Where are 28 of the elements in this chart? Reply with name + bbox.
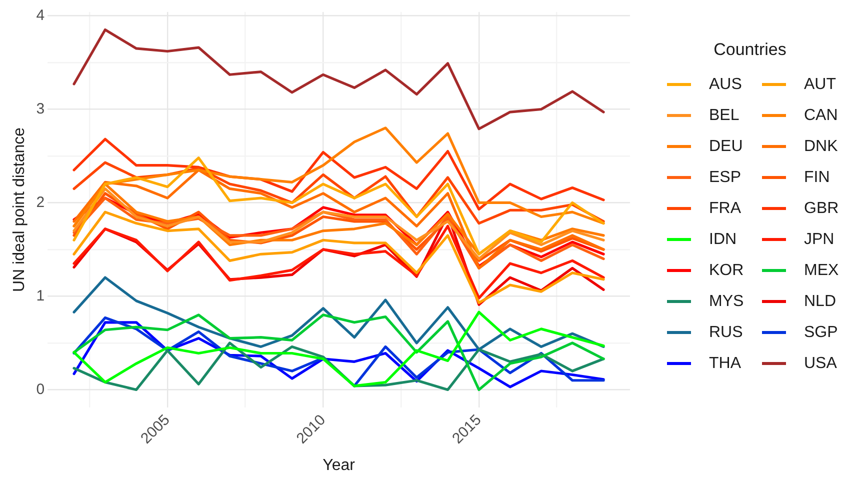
y-tick-label: 0 bbox=[36, 380, 45, 398]
legend-label: USA bbox=[804, 354, 837, 372]
y-tick-label: 1 bbox=[36, 287, 45, 304]
legend-label: SGP bbox=[804, 324, 838, 342]
legend-label: FRA bbox=[709, 200, 741, 218]
legend-label: ESP bbox=[709, 168, 742, 186]
legend-label: AUT bbox=[804, 76, 836, 94]
legend-label: NLD bbox=[804, 292, 836, 310]
legend-label: THA bbox=[709, 354, 741, 372]
legend-label: BEL bbox=[709, 106, 740, 124]
legend-label: FIN bbox=[804, 168, 830, 186]
x-axis-title: Year bbox=[322, 456, 356, 474]
legend-label: RUS bbox=[709, 324, 743, 342]
legend-label: MEX bbox=[804, 262, 839, 280]
y-tick-label: 3 bbox=[36, 100, 45, 118]
legend-title: Countries bbox=[712, 40, 788, 60]
legend-label: IDN bbox=[709, 230, 737, 248]
legend-label: JPN bbox=[804, 230, 834, 248]
legend-label: DNK bbox=[804, 138, 838, 156]
legend-label: KOR bbox=[709, 262, 744, 280]
legend-label: AUS bbox=[709, 76, 742, 94]
legend-label: GBR bbox=[804, 200, 839, 218]
legend-label: CAN bbox=[804, 106, 838, 124]
y-axis-title: UN ideal point distance bbox=[11, 127, 28, 292]
legend-label: MYS bbox=[709, 292, 744, 310]
y-tick-label: 2 bbox=[36, 194, 45, 211]
y-tick-label: 4 bbox=[36, 6, 45, 24]
legend-label: DEU bbox=[709, 138, 743, 156]
